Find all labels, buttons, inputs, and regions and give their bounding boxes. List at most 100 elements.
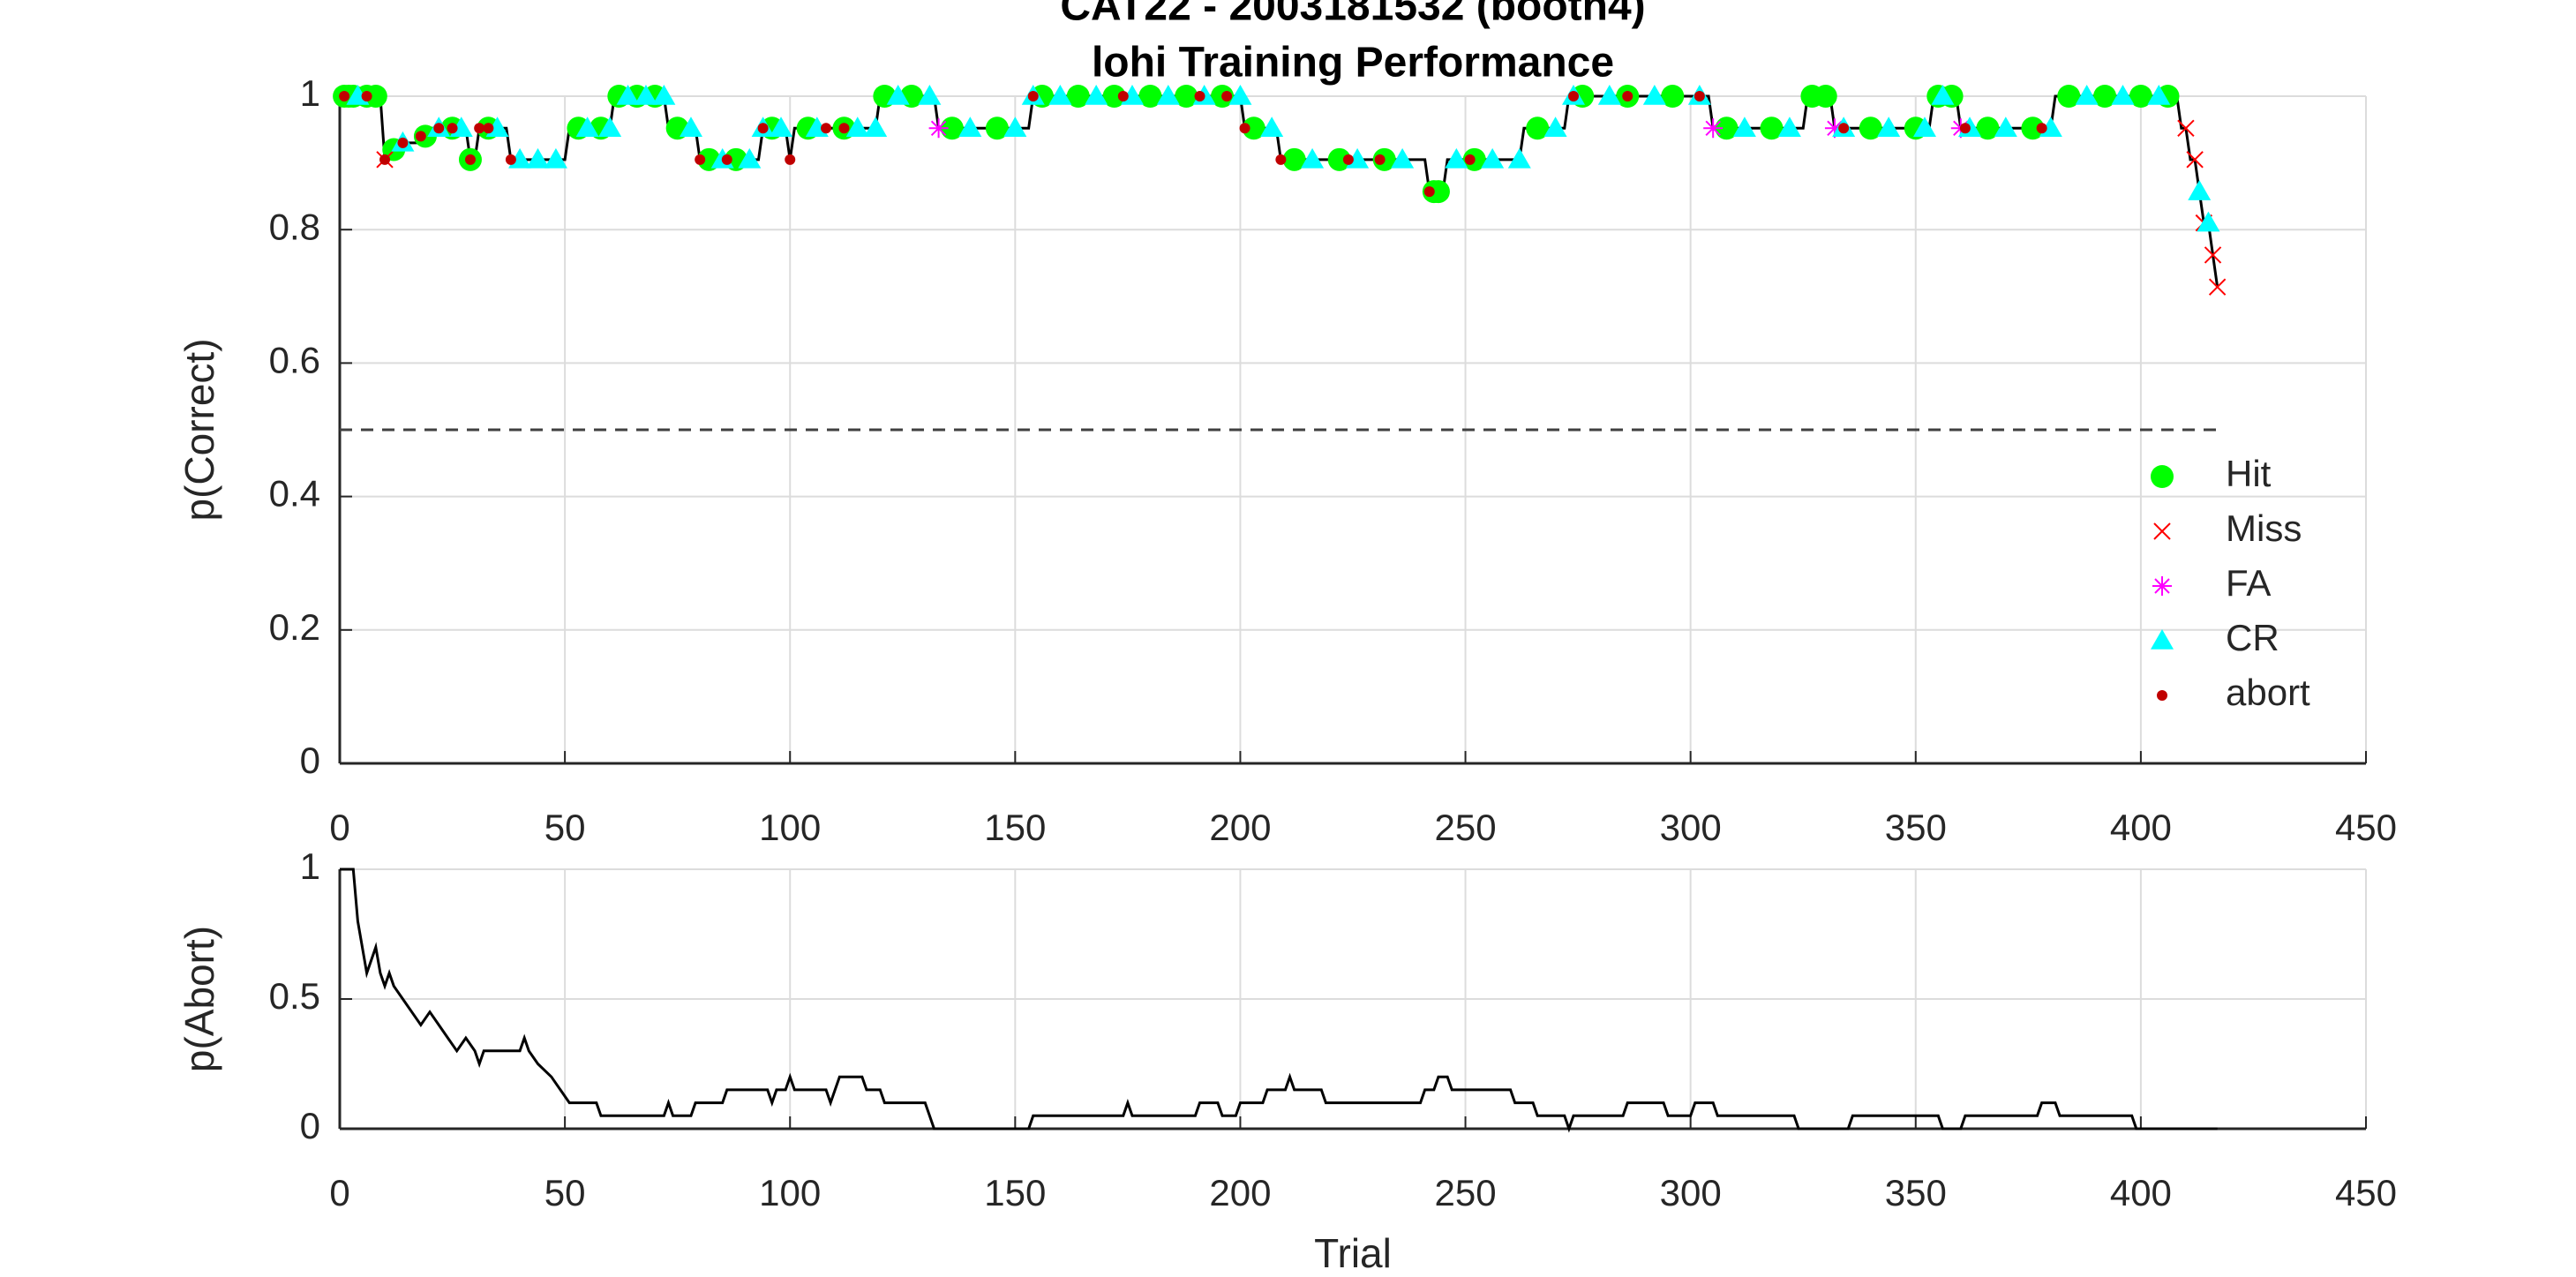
cr-marker	[2197, 211, 2220, 232]
legend-marker	[2153, 522, 2171, 540]
y-tick-label: 0.4	[269, 473, 320, 515]
cr-marker	[1085, 85, 1108, 105]
hit-marker	[1327, 147, 1351, 171]
legend-marker	[2152, 576, 2172, 596]
cr-marker	[1260, 116, 1284, 138]
cr-marker	[864, 116, 888, 138]
cr-marker	[918, 85, 942, 105]
legend-marker	[2151, 629, 2174, 650]
cr-marker	[1994, 116, 2017, 138]
hit-marker	[2129, 85, 2152, 108]
abort-marker	[1568, 91, 1580, 101]
y-tick-label: 0	[300, 740, 320, 781]
abort-marker	[447, 123, 458, 134]
cr-marker	[1877, 116, 1901, 138]
x-tick-label: 400	[2110, 1172, 2172, 1213]
cr-marker	[1642, 85, 1666, 105]
cr-marker	[2111, 85, 2135, 105]
abort-marker	[1838, 123, 1850, 134]
x-tick-label: 0	[329, 807, 349, 848]
hit-marker	[1976, 116, 2000, 140]
abort-marker	[1959, 123, 1971, 134]
abort-marker	[464, 154, 476, 165]
hit-marker	[985, 116, 1009, 140]
abort-marker	[483, 123, 494, 134]
x-tick-label: 450	[2335, 807, 2397, 848]
cr-marker	[958, 116, 982, 138]
y-tick-label: 0.2	[269, 606, 320, 648]
cr-marker	[1301, 147, 1325, 169]
hit-marker	[1282, 147, 1306, 171]
y-tick-label: 0	[300, 1105, 320, 1146]
cr-marker	[1481, 147, 1505, 169]
legend-label: CR	[2226, 617, 2279, 658]
abort-marker	[757, 123, 769, 134]
legend-label: abort	[2226, 672, 2310, 713]
abort-marker	[1117, 91, 1129, 101]
cr-marker	[1048, 85, 1072, 105]
x-tick-label: 350	[1885, 1172, 1947, 1213]
hit-marker	[1859, 116, 1882, 140]
abort-marker	[505, 154, 516, 165]
cr-marker	[886, 85, 910, 105]
abort-marker	[838, 123, 850, 134]
abort-marker	[785, 154, 796, 165]
hit-marker	[1175, 85, 1198, 108]
chart-subtitle: lohi Training Performance	[1092, 40, 1614, 86]
chart-title: CAT22 - 2003181532 (booth4)	[1060, 0, 1645, 30]
abort-marker	[695, 154, 706, 165]
y-tick-label: 1	[300, 845, 320, 887]
legend-label: Hit	[2226, 453, 2272, 494]
hit-marker	[1138, 85, 1162, 108]
y-tick-label: 0.8	[269, 206, 320, 247]
x-tick-label: 150	[984, 807, 1046, 848]
abort-marker	[339, 91, 350, 101]
hit-marker	[1715, 116, 1739, 140]
cr-marker	[634, 85, 657, 105]
abort-marker	[2036, 123, 2047, 134]
x-tick-label: 300	[1660, 807, 1722, 848]
abort-marker	[1027, 91, 1039, 101]
cr-marker	[1445, 147, 1468, 169]
x-tick-label: 150	[984, 1172, 1046, 1213]
hit-marker	[1661, 85, 1685, 108]
abort-marker	[821, 123, 832, 134]
cr-marker	[2075, 85, 2099, 105]
cr-marker	[1003, 116, 1027, 138]
cr-marker	[1156, 85, 1180, 105]
abort-marker	[1622, 91, 1633, 101]
hit-marker	[1426, 180, 1450, 204]
abort-marker	[1694, 91, 1705, 101]
miss-marker	[2186, 151, 2204, 169]
cr-marker	[679, 116, 702, 138]
cr-marker	[598, 116, 622, 138]
cr-marker	[1391, 147, 1415, 169]
hit-marker	[2021, 116, 2045, 140]
cr-marker	[1912, 116, 1936, 138]
cr-marker	[770, 116, 793, 138]
y-axis-label: p(Correct)	[176, 338, 222, 521]
x-tick-label: 100	[759, 1172, 821, 1213]
cr-marker	[544, 147, 567, 169]
x-axis-label: Trial	[1314, 1230, 1392, 1276]
abort-marker	[397, 137, 409, 148]
hit-marker	[940, 116, 964, 140]
fa-marker	[1703, 118, 1724, 139]
abort-marker	[379, 154, 391, 165]
abort-marker	[415, 131, 426, 142]
hit-marker	[2057, 85, 2081, 108]
cr-marker	[2147, 85, 2171, 105]
fa-marker	[928, 118, 949, 139]
cr-marker	[1732, 116, 1756, 138]
abort-marker	[1464, 154, 1476, 165]
cr-marker	[1931, 85, 1955, 105]
x-tick-label: 0	[329, 1172, 349, 1213]
cr-marker	[575, 116, 599, 138]
cr-marker	[526, 147, 550, 169]
hit-marker	[1760, 116, 1784, 140]
x-tick-label: 50	[544, 807, 586, 848]
x-tick-label: 50	[544, 1172, 586, 1213]
cr-marker	[1777, 116, 1801, 138]
